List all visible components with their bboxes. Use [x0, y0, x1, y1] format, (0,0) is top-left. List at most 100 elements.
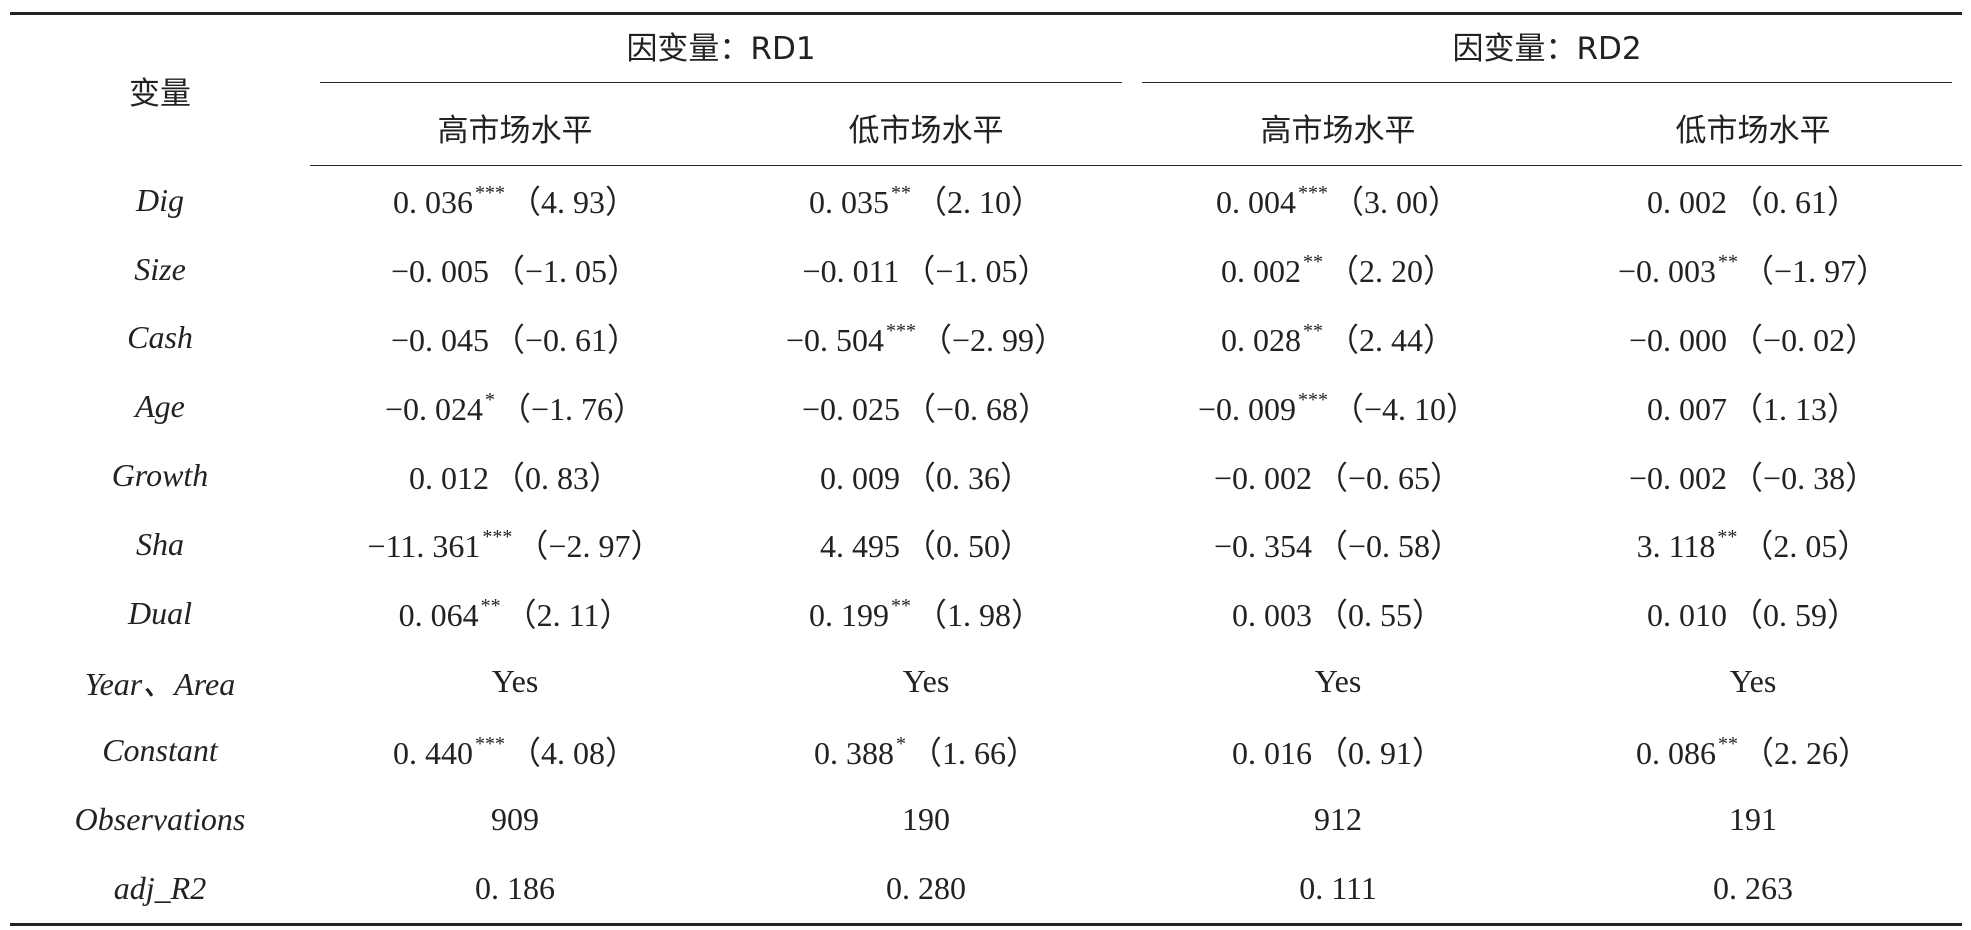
coefficient-value: 0. 035	[809, 184, 889, 221]
table-cell: 0. 004 *** （3. 00）	[1132, 166, 1544, 235]
coefficient-value: 0. 280	[886, 869, 966, 906]
table-row: Size −0. 005 （−1. 05） −0. 011 （−1. 05） 0. 002…	[10, 235, 1962, 304]
significance-stars: *	[896, 732, 906, 755]
table-cell: 0. 016 （0. 91）	[1132, 716, 1544, 785]
table-cell: Yes	[1544, 648, 1962, 717]
coefficient-value: 0. 009	[820, 459, 900, 496]
coefficient-value: 3. 118	[1636, 528, 1716, 565]
coefficient-value: 912	[1314, 801, 1363, 838]
variable-column-header: 变量	[10, 12, 310, 166]
variable-name: Growth	[111, 457, 209, 494]
t-statistic: （−1. 05）	[903, 253, 1050, 290]
variable-name: Cash	[127, 319, 193, 356]
dependent-variable-rd1-header: 因变量：RD1	[310, 12, 1133, 90]
table-cell: 0. 009 （0. 36）	[720, 441, 1132, 510]
table-cell: 0. 388 * （1. 66）	[720, 716, 1132, 785]
table-row: Cash −0. 045 （−0. 61） −0. 504 *** （−2. 99） 0. …	[10, 304, 1962, 373]
t-statistic: （−0. 02）	[1731, 321, 1878, 358]
coefficient-value: Yes	[1729, 663, 1777, 700]
coefficient-value: −0. 005	[390, 253, 489, 290]
table-cell: 0. 280	[720, 853, 1133, 926]
t-statistic: （0. 61）	[1731, 184, 1860, 221]
significance-stars: ***	[1298, 388, 1328, 411]
t-statistic: （4. 93）	[508, 184, 637, 221]
coefficient-value: 0. 007	[1647, 390, 1728, 427]
coefficient-value: 0. 186	[475, 869, 555, 906]
table-header: 变量 因变量：RD1 因变量：RD2 高市场水平 低市场水平 高市场水平 低市场…	[10, 12, 1963, 166]
coefficient-value: 0. 003	[1232, 597, 1312, 634]
table-row: Observations 909 190 912 191	[10, 785, 1962, 854]
coefficient-value: −0. 002	[1213, 459, 1312, 496]
coefficient-value: −0. 354	[1213, 528, 1312, 565]
table-row: Sha −11. 361 *** （−2. 97） 4. 495 （0. 50） −0. 3…	[10, 510, 1962, 579]
variable-name: Size	[134, 250, 186, 287]
coefficient-value: 190	[902, 801, 950, 838]
t-statistic: （−1. 76）	[498, 390, 646, 427]
table-row: Year、Area Yes Yes Yes Yes	[10, 648, 1962, 717]
coefficient-value: −0. 003	[1617, 253, 1717, 290]
t-statistic: （−2. 99）	[920, 321, 1067, 358]
table-cell: 0. 007 （1. 13）	[1544, 372, 1962, 441]
table-cell: −0. 000 （−0. 02）	[1544, 304, 1962, 373]
table-row: Age −0. 024 * （−1. 76） −0. 025 （−0. 68） −0. 00…	[10, 372, 1962, 441]
t-statistic: （4. 08）	[508, 734, 637, 771]
variable-name: Dig	[136, 181, 184, 218]
table-cell: 0. 028 ** （2. 44）	[1132, 304, 1544, 373]
t-statistic: （2. 10）	[915, 184, 1044, 221]
table-cell: −0. 011 （−1. 05）	[720, 235, 1132, 304]
significance-stars: **	[1717, 526, 1738, 549]
t-statistic: （2. 44）	[1327, 321, 1456, 358]
header-row-dependent-variables: 变量 因变量：RD1 因变量：RD2	[10, 12, 1963, 166]
table-cell: 0. 012 （0. 83）	[310, 441, 720, 510]
table-cell: 191	[1544, 785, 1962, 854]
table-cell: −0. 025 （−0. 68）	[720, 372, 1132, 441]
coefficient-value: 0. 002	[1221, 253, 1301, 290]
t-statistic: （1. 13）	[1731, 390, 1860, 427]
coefficient-value: −0. 025	[801, 390, 900, 427]
t-statistic: （−0. 58）	[1316, 528, 1463, 565]
table-row: Dual 0. 064 ** （2. 11） 0. 199 ** （1. 98） 0. 003…	[10, 579, 1962, 648]
table-cell: 3. 118 ** （2. 05）	[1544, 510, 1962, 579]
table-cell: −11. 361 *** （−2. 97）	[310, 510, 720, 579]
table-cell: −0. 002 （−0. 65）	[1132, 441, 1544, 510]
significance-stars: ***	[474, 182, 505, 205]
table-cell: −0. 009 *** （−4. 10）	[1132, 372, 1544, 441]
table-cell: −0. 005 （−1. 05）	[310, 235, 720, 304]
variable-name: Year、Area	[84, 665, 236, 702]
variable-name: Sha	[136, 525, 184, 562]
table-cell: Yes	[720, 648, 1132, 717]
coefficient-value: 0. 086	[1636, 734, 1717, 771]
coefficient-value: −0. 009	[1197, 390, 1296, 427]
table-body: Dig 0. 036 *** （4. 93） 0. 035 ** （2. 10） 0. 004…	[10, 166, 1963, 926]
coefficient-value: −11. 361	[367, 528, 481, 565]
variable-name: Constant	[102, 732, 218, 769]
significance-stars: **	[1718, 251, 1739, 274]
coefficient-value: 0. 016	[1232, 734, 1312, 771]
t-statistic: （0. 55）	[1316, 597, 1445, 634]
t-statistic: （0. 50）	[904, 528, 1033, 565]
coefficient-value: −0. 045	[390, 321, 489, 358]
table-cell: 0. 440 *** （4. 08）	[310, 716, 720, 785]
variable-name: Observations	[74, 801, 246, 838]
table-cell: 909	[310, 785, 720, 854]
table-cell: Yes	[1132, 648, 1544, 717]
t-statistic: （0. 36）	[904, 459, 1033, 496]
coefficient-value: −0. 000	[1628, 321, 1728, 358]
significance-stars: ***	[474, 732, 505, 755]
variable-name: Dual	[128, 594, 192, 631]
coefficient-value: 191	[1729, 801, 1778, 838]
t-statistic: （−1. 05）	[492, 253, 640, 290]
t-statistic: （0. 83）	[492, 459, 621, 496]
dependent-variable-rd2-label: 因变量：RD2	[1142, 23, 1953, 83]
t-statistic: （3. 00）	[1332, 184, 1461, 221]
rd1-high-market-header: 高市场水平	[310, 90, 720, 166]
t-statistic: （−4. 10）	[1332, 390, 1479, 427]
table-cell: 912	[1132, 785, 1544, 854]
rd2-low-market-header: 低市场水平	[1544, 90, 1963, 166]
significance-stars: **	[891, 182, 911, 205]
t-statistic: （1. 66）	[910, 734, 1039, 771]
t-statistic: （2. 11）	[504, 597, 632, 634]
regression-table: 变量 因变量：RD1 因变量：RD2 高市场水平 低市场水平 高市场水平 低市场…	[10, 12, 1963, 926]
table-cell: 190	[720, 785, 1132, 854]
table-cell: −0. 024 * （−1. 76）	[310, 372, 720, 441]
